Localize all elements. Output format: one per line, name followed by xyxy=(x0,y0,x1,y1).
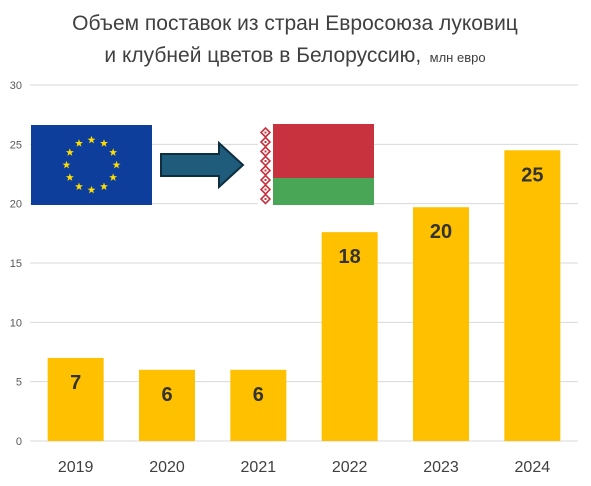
data-label: 20 xyxy=(430,221,452,243)
bar xyxy=(139,369,195,441)
data-label: 6 xyxy=(161,384,172,406)
bar xyxy=(47,357,104,441)
y-axis-ticks: 0 5 10 15 20 25 30 xyxy=(10,80,22,448)
chart-title-line-1: Объем поставок из стран Евросоюза лукови… xyxy=(72,12,518,35)
eu-star-icon xyxy=(109,173,118,181)
chart-title-line-2-group: и клубней цветов в Белоруссию, млн евро xyxy=(104,44,485,67)
ornament-dot xyxy=(264,131,267,134)
eu-star-icon xyxy=(87,185,96,194)
eu-star-icon xyxy=(112,160,121,169)
y-tick-label: 20 xyxy=(10,199,22,211)
ornament-dot xyxy=(264,169,267,172)
y-tick-label: 10 xyxy=(10,317,22,329)
belarus-flag-icon xyxy=(258,124,374,205)
ornament-dot xyxy=(264,179,267,181)
y-tick-label: 15 xyxy=(10,258,22,270)
arrow-right-icon xyxy=(160,140,245,190)
eu-star-icon xyxy=(65,173,74,181)
x-tick-label: 2023 xyxy=(423,459,459,476)
chart-title-unit: млн евро xyxy=(430,50,486,65)
x-tick-label: 2024 xyxy=(515,459,551,476)
x-tick-label: 2021 xyxy=(241,459,277,476)
bar xyxy=(413,207,469,441)
data-label: 6 xyxy=(253,384,264,406)
y-tick-label: 5 xyxy=(16,377,22,389)
chart-title-line-2: и клубней цветов в Белоруссию, xyxy=(104,44,421,67)
eu-star-icon xyxy=(109,148,118,156)
data-labels: 7 6 6 18 20 25 xyxy=(70,164,543,406)
ornament-dot xyxy=(264,141,267,143)
eu-star-icon xyxy=(62,160,71,169)
data-label: 25 xyxy=(521,164,543,186)
eu-flag-icon xyxy=(31,125,152,205)
y-tick-label: 25 xyxy=(10,139,22,151)
bars xyxy=(47,150,561,441)
bar xyxy=(321,232,378,441)
x-tick-label: 2022 xyxy=(332,459,368,476)
eu-star-icon xyxy=(87,135,96,144)
data-label: 18 xyxy=(339,246,361,268)
eu-star-icon xyxy=(65,148,74,156)
bar xyxy=(230,369,287,441)
eu-star-icon xyxy=(100,139,108,147)
eu-star-icon xyxy=(75,139,83,147)
y-tick-label: 0 xyxy=(16,436,22,448)
ornament-dot xyxy=(264,150,267,153)
ornament-dot xyxy=(264,198,267,200)
ornament-dot xyxy=(264,188,267,191)
ornament-diamond xyxy=(259,193,272,205)
ornament-dot xyxy=(264,160,267,162)
eu-star-icon xyxy=(100,182,108,191)
bar xyxy=(504,150,561,441)
eu-star-icon xyxy=(75,182,83,191)
x-tick-label: 2020 xyxy=(149,459,185,476)
y-tick-label: 30 xyxy=(10,80,22,92)
x-tick-label: 2019 xyxy=(58,459,94,476)
data-label: 7 xyxy=(70,372,81,394)
x-axis-ticks: 2019 2020 2021 2022 2023 2024 xyxy=(58,459,550,476)
